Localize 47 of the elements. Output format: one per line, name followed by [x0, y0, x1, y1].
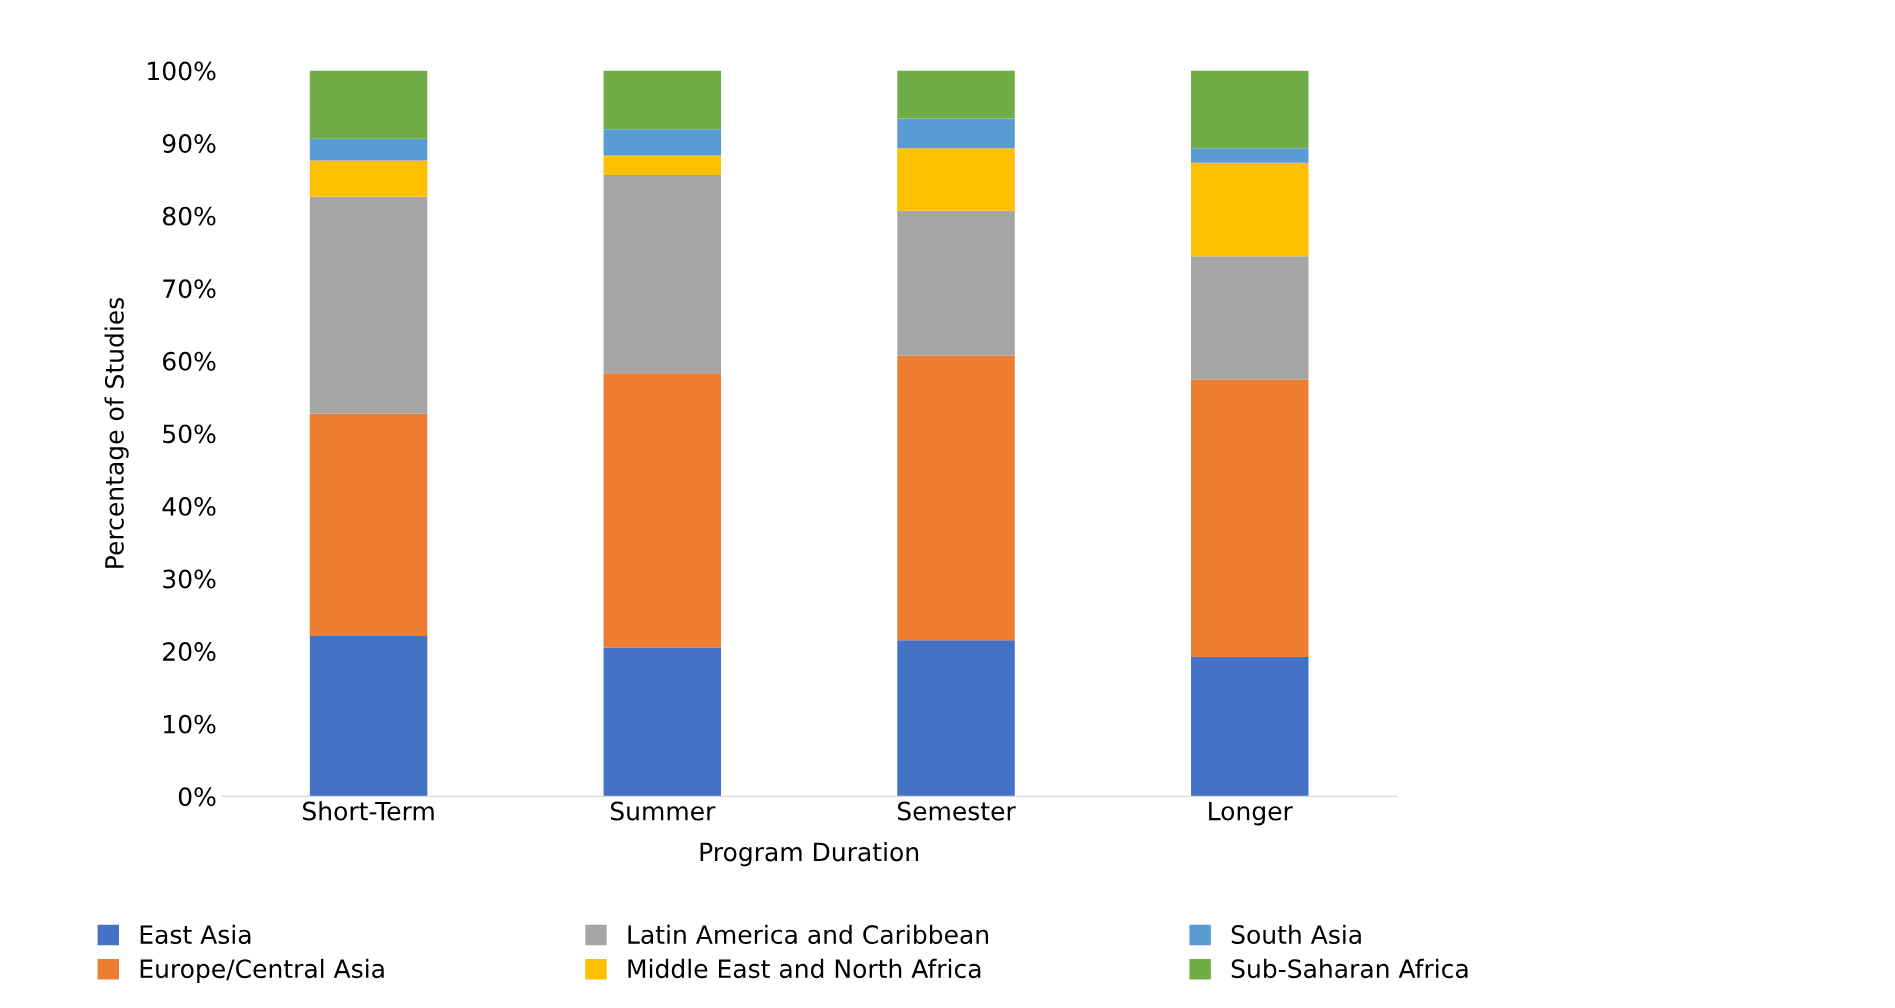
bar	[1191, 162, 1309, 257]
y-tick-label: 0%	[178, 787, 216, 807]
bar	[603, 373, 722, 648]
x-tick-label: Semester	[897, 801, 1016, 821]
y-tick-label: 60%	[163, 351, 216, 371]
y-tick-label: 80%	[162, 206, 216, 226]
legend-label: South Asia	[1231, 924, 1361, 945]
bar	[897, 148, 1015, 211]
bar	[1191, 379, 1309, 657]
y-tick-label: 10%	[164, 714, 216, 734]
legend-label: Latin America and Caribbean	[628, 924, 988, 945]
legend-label: Sub-Saharan Africa	[1231, 958, 1468, 979]
y-tick-label: 40%	[162, 496, 216, 516]
x-tick-label: Longer	[1209, 801, 1293, 826]
bar	[897, 355, 1015, 641]
bar	[603, 70, 722, 130]
bar	[897, 118, 1015, 149]
bar	[603, 175, 722, 374]
bar	[1191, 656, 1309, 797]
bar	[603, 129, 722, 156]
legend-label: Middle East and North Africa	[628, 958, 981, 979]
y-axis-title: Percentage of Studies	[104, 297, 129, 568]
x-tick-label: Summer	[610, 801, 716, 821]
x-tick-label: Short-Term	[303, 801, 434, 821]
bar	[603, 155, 722, 176]
bar	[897, 640, 1015, 797]
bar	[309, 138, 428, 161]
bar	[309, 635, 428, 797]
y-tick-label: 100%	[148, 61, 216, 81]
y-tick-label: 90%	[162, 134, 216, 153]
legend-label: East Asia	[140, 924, 251, 945]
legend-label: Europe/Central Asia	[140, 958, 384, 984]
y-tick-label: 20%	[163, 642, 216, 662]
bar	[309, 413, 428, 636]
y-tick-label: 50%	[163, 424, 216, 444]
bar	[1191, 148, 1309, 163]
bar	[897, 210, 1015, 356]
bar	[897, 70, 1015, 119]
y-tick-label: 30%	[163, 569, 216, 589]
bar	[1191, 70, 1309, 149]
bar	[1191, 256, 1309, 380]
bar	[309, 160, 428, 197]
bar	[603, 647, 722, 797]
x-axis-title: Program Duration	[700, 842, 919, 867]
bar	[309, 196, 428, 414]
y-tick-label: 70%	[163, 279, 216, 299]
bar	[309, 70, 428, 139]
